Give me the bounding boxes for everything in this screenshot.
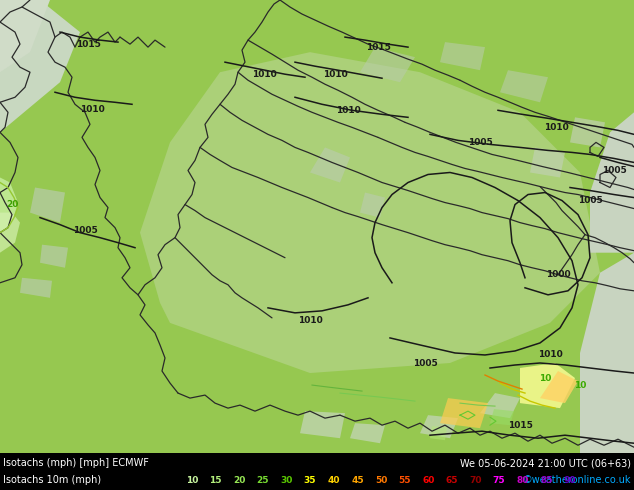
Polygon shape xyxy=(530,147,565,177)
Text: 80: 80 xyxy=(517,476,529,485)
Polygon shape xyxy=(440,398,488,428)
Text: 30: 30 xyxy=(280,476,293,485)
Text: 20: 20 xyxy=(6,200,18,209)
Text: 1010: 1010 xyxy=(252,70,276,79)
Text: ©weatheronline.co.uk: ©weatheronline.co.uk xyxy=(522,475,631,485)
Text: 1005: 1005 xyxy=(602,166,626,175)
Text: 1015: 1015 xyxy=(75,40,100,49)
Text: 1010: 1010 xyxy=(297,317,322,325)
Polygon shape xyxy=(40,245,68,268)
Text: 60: 60 xyxy=(422,476,434,485)
Polygon shape xyxy=(500,70,548,102)
Text: 90: 90 xyxy=(564,476,576,485)
Polygon shape xyxy=(440,42,485,70)
Polygon shape xyxy=(350,423,385,443)
Polygon shape xyxy=(140,52,600,373)
Text: 1010: 1010 xyxy=(335,106,360,115)
Text: 75: 75 xyxy=(493,476,505,485)
Polygon shape xyxy=(20,278,52,298)
Text: We 05-06-2024 21:00 UTC (06+63): We 05-06-2024 21:00 UTC (06+63) xyxy=(460,458,631,468)
Text: 1015: 1015 xyxy=(366,43,391,51)
Text: Isotachs (mph) [mph] ECMWF: Isotachs (mph) [mph] ECMWF xyxy=(3,458,149,468)
Polygon shape xyxy=(520,363,575,408)
Text: 70: 70 xyxy=(469,476,482,485)
Text: 10: 10 xyxy=(574,381,586,390)
Polygon shape xyxy=(430,426,447,440)
Text: 1005: 1005 xyxy=(578,196,602,205)
Text: 1005: 1005 xyxy=(413,359,437,368)
Text: 1010: 1010 xyxy=(543,123,568,132)
Polygon shape xyxy=(490,409,514,425)
Polygon shape xyxy=(310,147,350,182)
Polygon shape xyxy=(590,112,634,253)
Polygon shape xyxy=(30,188,65,222)
Text: 45: 45 xyxy=(351,476,364,485)
Polygon shape xyxy=(360,47,415,82)
Polygon shape xyxy=(540,371,578,403)
Text: 1005: 1005 xyxy=(468,138,493,147)
Text: 15: 15 xyxy=(209,476,222,485)
Text: Isotachs 10m (mph): Isotachs 10m (mph) xyxy=(3,475,101,485)
Text: 50: 50 xyxy=(375,476,387,485)
Text: 1015: 1015 xyxy=(508,421,533,430)
Text: 10: 10 xyxy=(186,476,198,485)
Polygon shape xyxy=(0,0,50,72)
Text: 25: 25 xyxy=(257,476,269,485)
Polygon shape xyxy=(580,253,634,453)
Text: 1010: 1010 xyxy=(538,350,562,360)
Polygon shape xyxy=(0,0,80,132)
Text: 55: 55 xyxy=(398,476,411,485)
Text: 1000: 1000 xyxy=(546,270,571,279)
Text: 1010: 1010 xyxy=(80,105,105,114)
Polygon shape xyxy=(360,193,385,218)
Text: 85: 85 xyxy=(540,476,553,485)
Text: 65: 65 xyxy=(446,476,458,485)
Polygon shape xyxy=(420,415,458,438)
Text: 1010: 1010 xyxy=(323,70,347,79)
Polygon shape xyxy=(0,213,20,253)
Polygon shape xyxy=(480,393,520,418)
Text: 40: 40 xyxy=(328,476,340,485)
Polygon shape xyxy=(0,177,18,233)
Polygon shape xyxy=(300,411,345,438)
Text: 1005: 1005 xyxy=(73,226,98,235)
Polygon shape xyxy=(570,117,605,147)
Text: 20: 20 xyxy=(233,476,245,485)
Text: 10: 10 xyxy=(539,373,551,383)
Text: 35: 35 xyxy=(304,476,316,485)
